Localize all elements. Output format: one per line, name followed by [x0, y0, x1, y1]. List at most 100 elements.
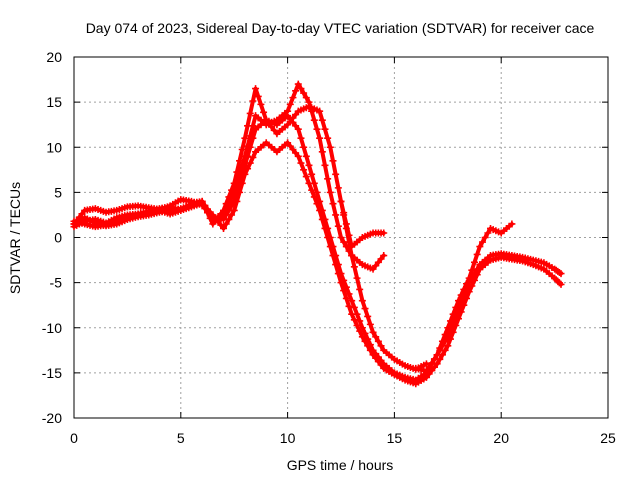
data-point-marker — [204, 206, 211, 214]
data-point-marker — [300, 166, 308, 174]
data-point-marker — [356, 285, 364, 293]
data-point-marker — [228, 202, 236, 210]
data-point-marker — [557, 270, 565, 278]
data-point-marker — [430, 355, 438, 363]
y-tick-label: -5 — [50, 275, 63, 291]
data-point-marker — [462, 294, 470, 302]
x-tick-label: 20 — [493, 430, 509, 446]
data-point-marker — [220, 224, 228, 232]
data-point-marker — [230, 197, 238, 205]
data-point-marker — [332, 211, 340, 219]
series-2 — [70, 139, 565, 388]
data-point-marker — [294, 80, 302, 88]
y-tick-label: 15 — [46, 94, 62, 110]
data-point-marker — [348, 252, 356, 260]
data-point-marker — [462, 280, 470, 288]
data-point-marker — [198, 197, 206, 205]
data-point-marker — [468, 266, 476, 274]
data-point-marker — [356, 327, 364, 335]
data-point-marker — [324, 175, 332, 183]
data-point-marker — [460, 301, 468, 309]
data-point-marker — [422, 367, 430, 375]
y-tick-label: 5 — [54, 184, 62, 200]
data-point-marker — [358, 333, 366, 341]
data-point-marker — [433, 360, 441, 368]
data-point-marker — [364, 342, 372, 350]
data-point-marker — [284, 107, 292, 115]
data-point-marker — [337, 234, 345, 241]
data-layer — [70, 80, 565, 388]
x-tick-label: 5 — [177, 430, 185, 446]
data-point-marker — [316, 134, 324, 142]
data-point-marker — [246, 159, 254, 167]
data-point-marker — [377, 342, 385, 350]
data-point-marker — [465, 274, 473, 282]
data-point-marker — [238, 170, 246, 178]
data-point-marker — [337, 197, 345, 205]
data-point-marker — [337, 279, 345, 287]
data-point-marker — [321, 224, 329, 232]
data-point-marker — [444, 342, 452, 350]
data-point-marker — [361, 305, 369, 313]
data-point-marker — [345, 238, 353, 246]
data-point-marker — [422, 360, 430, 368]
data-point-marker — [471, 258, 478, 266]
data-point-marker — [348, 310, 356, 318]
data-point-marker — [374, 337, 382, 345]
data-point-marker — [342, 294, 350, 302]
data-point-marker — [348, 297, 356, 305]
data-point-marker — [233, 188, 241, 196]
data-point-marker — [372, 333, 380, 341]
y-tick-label: 20 — [46, 49, 62, 65]
data-point-marker — [334, 270, 342, 278]
x-tick-label: 15 — [387, 430, 403, 446]
data-point-marker — [452, 321, 460, 329]
data-point-marker — [340, 211, 348, 219]
data-point-marker — [305, 179, 313, 187]
data-point-marker — [465, 288, 473, 296]
data-point-marker — [252, 85, 260, 93]
data-point-marker — [318, 116, 326, 124]
data-point-marker — [428, 359, 436, 367]
data-point-marker — [361, 337, 369, 345]
data-point-marker — [484, 229, 492, 237]
data-point-marker — [300, 89, 308, 97]
data-point-marker — [326, 243, 334, 251]
data-point-marker — [481, 234, 489, 241]
data-point-marker — [220, 215, 228, 223]
data-point-marker — [473, 271, 481, 279]
data-point-marker — [454, 315, 462, 323]
data-point-marker — [249, 97, 257, 105]
series-6 — [337, 197, 430, 373]
x-tick-label: 0 — [70, 430, 78, 446]
data-point-marker — [316, 206, 324, 214]
data-point-marker — [444, 324, 452, 332]
data-point-marker — [294, 125, 302, 133]
data-point-marker — [433, 351, 441, 359]
data-point-marker — [297, 159, 305, 167]
data-point-marker — [446, 335, 454, 343]
x-tick-label: 25 — [600, 430, 616, 446]
data-point-marker — [302, 152, 310, 160]
data-point-marker — [294, 152, 302, 160]
data-point-marker — [369, 328, 377, 336]
data-point-marker — [318, 215, 326, 223]
data-point-marker — [446, 317, 454, 325]
series-4 — [70, 103, 388, 251]
data-point-marker — [329, 252, 337, 260]
data-point-marker — [324, 234, 332, 241]
data-point-marker — [318, 148, 326, 156]
y-tick-label: 0 — [54, 230, 62, 246]
data-point-marker — [332, 170, 340, 178]
data-point-marker — [340, 287, 348, 295]
data-point-marker — [353, 274, 361, 282]
data-point-marker — [350, 263, 358, 271]
data-point-marker — [449, 328, 457, 336]
data-point-marker — [313, 200, 321, 208]
y-axis-label: SDTVAR / TECUs — [7, 182, 23, 294]
data-point-marker — [222, 220, 230, 228]
x-axis-label: GPS time / hours — [287, 457, 394, 473]
data-point-marker — [236, 179, 244, 187]
data-point-marker — [289, 94, 297, 102]
data-point-marker — [364, 312, 372, 320]
